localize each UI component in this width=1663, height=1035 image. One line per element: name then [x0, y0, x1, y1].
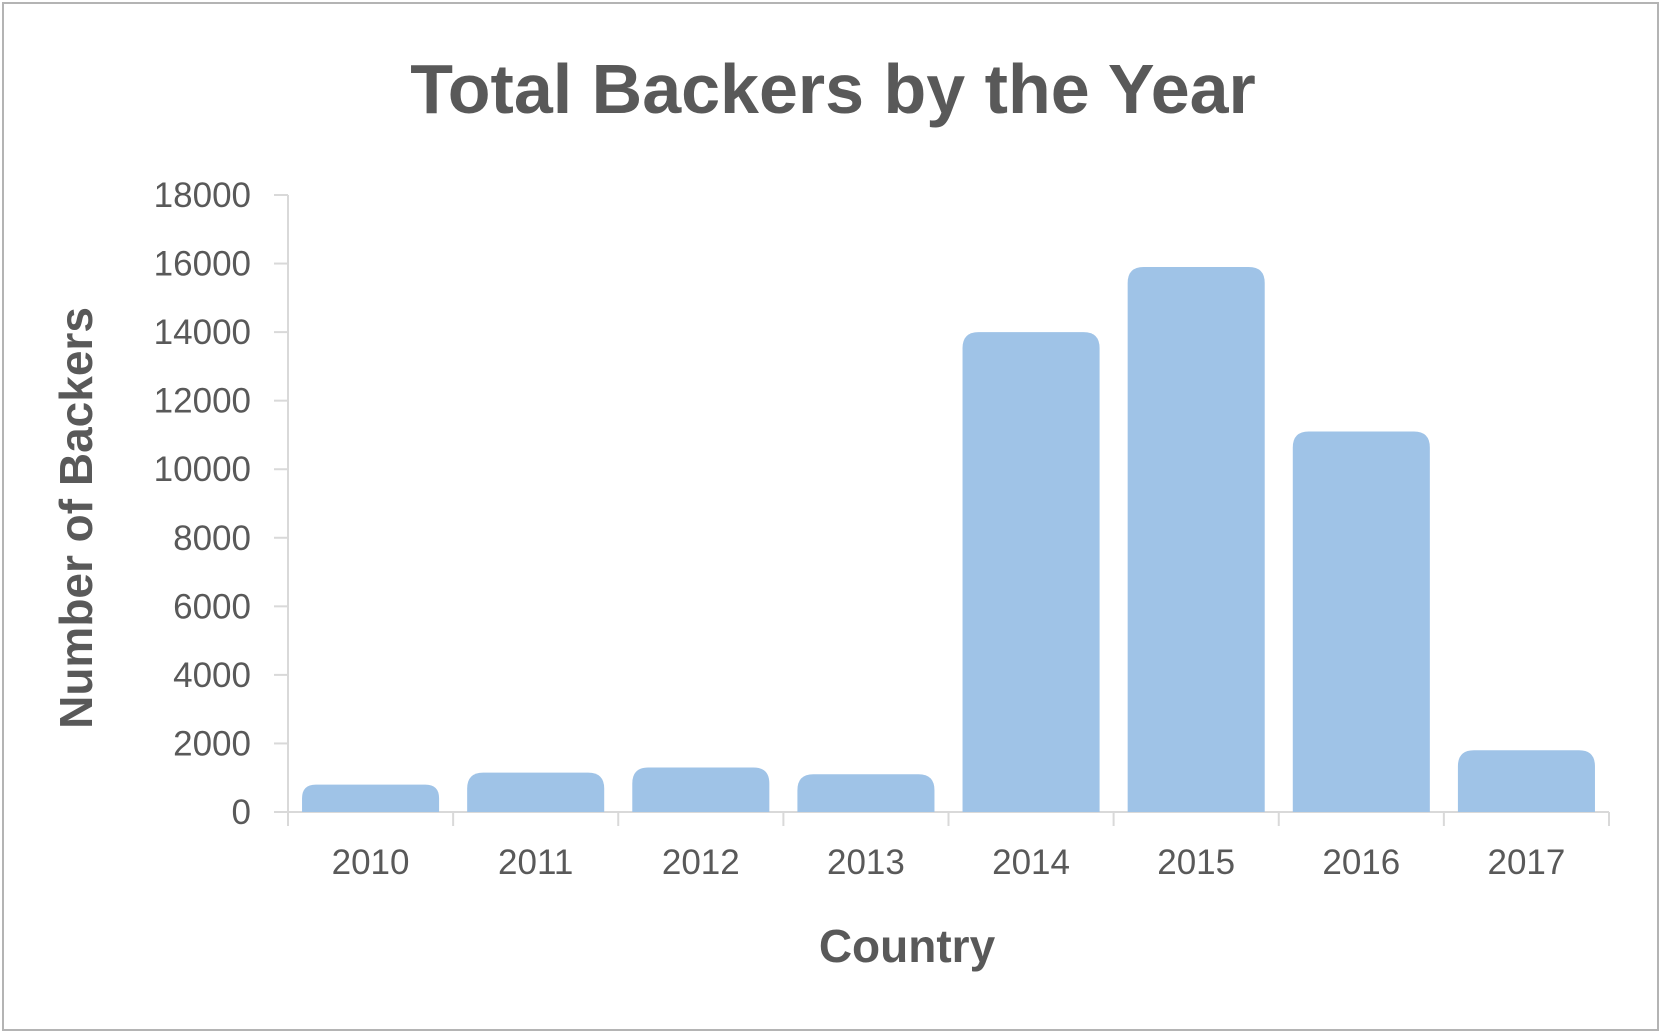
y-tick-label: 8000 [173, 519, 251, 558]
chart-title: Total Backers by the Year [410, 50, 1256, 128]
y-tick-label: 18000 [154, 176, 251, 215]
y-tick-label: 12000 [154, 382, 251, 421]
x-axis: 2010 2011 2012 2013 2014 2015 2016 2017 [287, 811, 1610, 882]
bar-2013 [797, 774, 935, 812]
y-tick-label: 0 [232, 793, 251, 832]
y-axis-title: Number of Backers [50, 307, 102, 729]
y-tick-label: 10000 [154, 450, 251, 489]
bar-2010 [302, 784, 440, 812]
bar-2014 [962, 332, 1100, 812]
x-tick-label: 2016 [1322, 843, 1400, 882]
bars [302, 266, 1595, 812]
x-tick-label: 2014 [992, 843, 1070, 882]
bar-2012 [632, 767, 770, 812]
x-tick-label: 2013 [827, 843, 905, 882]
bar-2011 [467, 772, 605, 812]
y-axis: 0 2000 4000 6000 8000 10000 12000 14000 16000 180… [154, 176, 289, 832]
y-tick-label: 6000 [173, 587, 251, 626]
bar-2015 [1127, 266, 1265, 812]
x-axis-title: Country [819, 920, 996, 972]
y-tick-label: 16000 [154, 245, 251, 284]
y-tick-label: 4000 [173, 656, 251, 695]
bar-2017 [1457, 750, 1595, 812]
bar-2016 [1292, 431, 1430, 812]
y-tick-label: 2000 [173, 724, 251, 763]
x-tick-label: 2011 [498, 843, 573, 882]
y-tick-label: 14000 [154, 313, 251, 352]
x-tick-label: 2017 [1488, 843, 1566, 882]
x-tick-label: 2015 [1157, 843, 1235, 882]
x-tick-label: 2010 [332, 843, 410, 882]
x-tick-label: 2012 [662, 843, 740, 882]
